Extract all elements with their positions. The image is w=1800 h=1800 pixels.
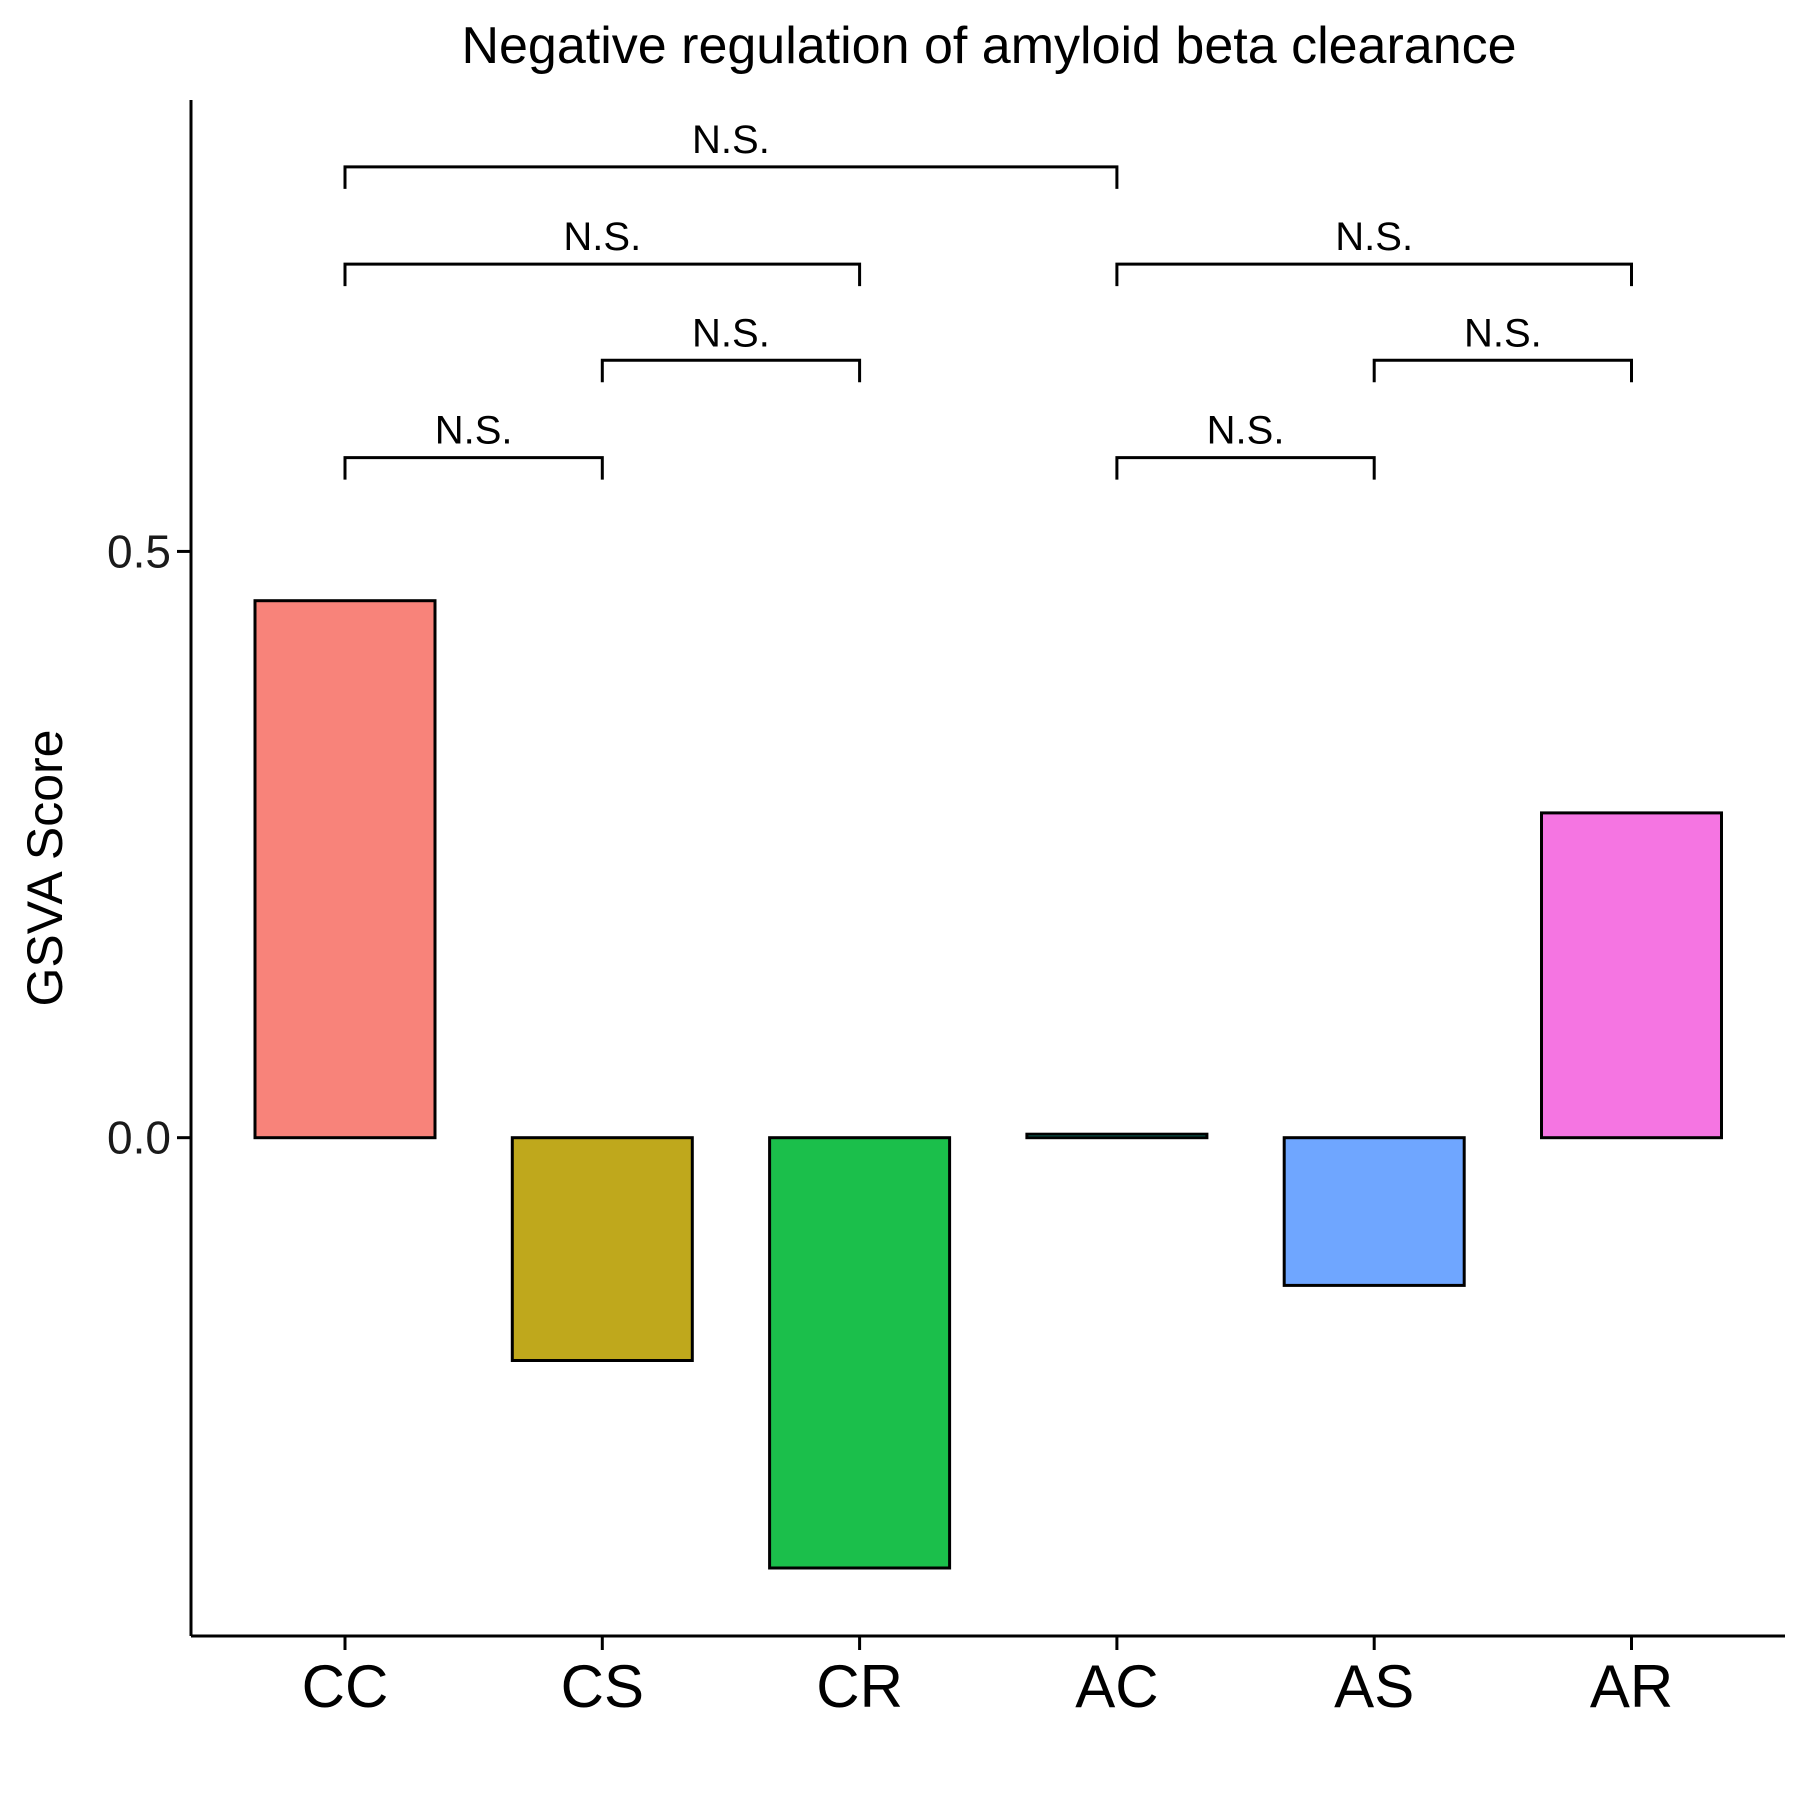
bar-ar: [1540, 811, 1723, 1140]
significance-bracket: [1115, 456, 1376, 480]
x-tick-label: CC: [302, 1653, 389, 1720]
bar-cs: [510, 1136, 694, 1362]
bar-cc: [253, 599, 437, 1140]
y-axis-label: GSVA Score: [17, 730, 73, 1007]
x-tick-label: AS: [1334, 1653, 1414, 1720]
x-tick-label: AC: [1075, 1653, 1158, 1720]
x-tick-label: CS: [561, 1653, 644, 1720]
significance-bracket: [1372, 358, 1633, 383]
bar-ac: [1025, 1132, 1209, 1140]
significance-label: N.S.: [692, 311, 770, 355]
significance-bracket: [343, 262, 862, 287]
significance-bracket: [1115, 262, 1633, 287]
significance-label: N.S.: [1335, 215, 1413, 259]
x-tick-label: CR: [816, 1653, 903, 1720]
y-tick-label: 0.0: [107, 1112, 171, 1164]
significance-label: N.S.: [1207, 409, 1285, 453]
significance-label: N.S.: [1464, 311, 1542, 355]
bar-as: [1282, 1136, 1466, 1287]
x-tick-label: AR: [1590, 1653, 1673, 1720]
significance-label: N.S.: [692, 118, 770, 162]
chart-title: Negative regulation of amyloid beta clea…: [461, 17, 1516, 75]
significance-bracket: [343, 456, 604, 480]
significance-label: N.S.: [435, 409, 513, 453]
bar-cr: [768, 1136, 952, 1570]
plot-area: 0.5 0.0 CC CS CR AC AS AR N.S. N.S. N.S. N.S. N.S. N.…: [107, 100, 1785, 1720]
significance-bracket: [343, 165, 1119, 189]
y-tick-label: 0.5: [107, 525, 171, 577]
significance-bracket: [600, 358, 862, 383]
significance-label: N.S.: [563, 215, 641, 259]
